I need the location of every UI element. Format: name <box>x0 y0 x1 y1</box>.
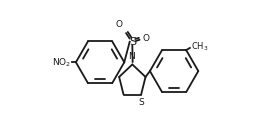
Text: N: N <box>128 52 135 61</box>
Text: O: O <box>116 20 123 29</box>
Text: CH$_3$: CH$_3$ <box>191 41 208 53</box>
Text: S: S <box>129 37 136 47</box>
Text: O: O <box>143 34 150 43</box>
Text: S: S <box>139 98 144 107</box>
Text: NO$_2$: NO$_2$ <box>52 56 72 69</box>
